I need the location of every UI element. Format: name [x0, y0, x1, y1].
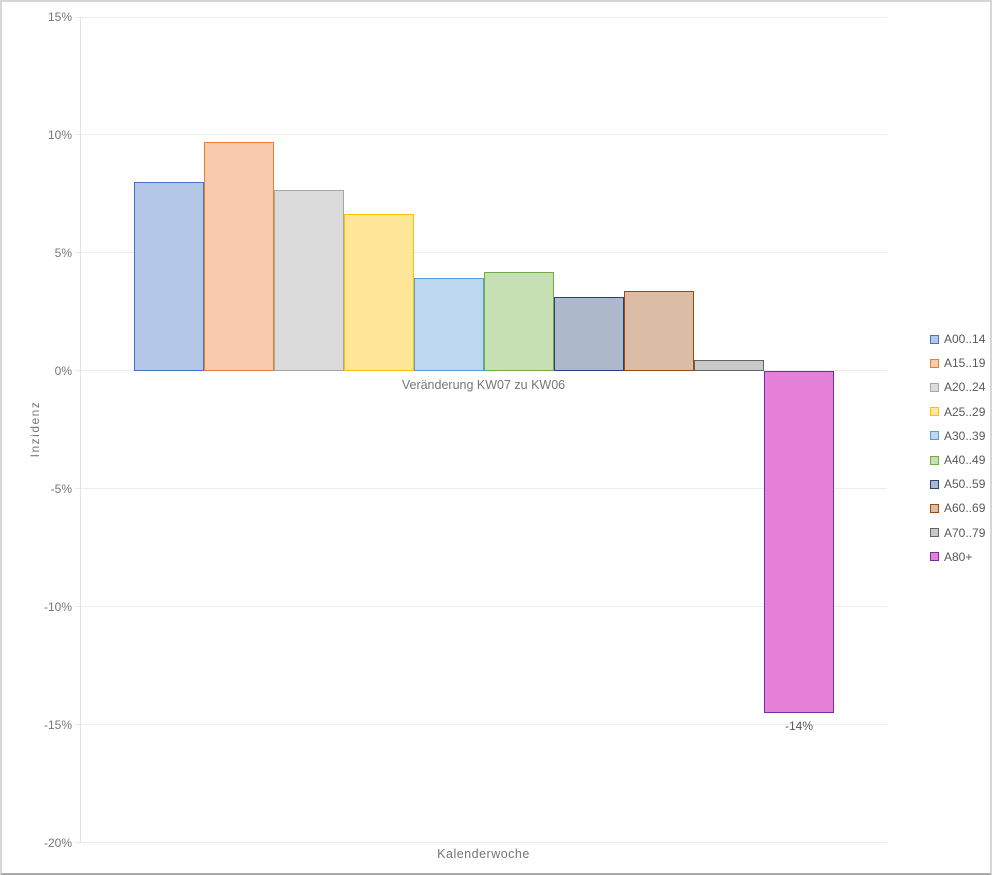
legend-item-a20-24[interactable]: A20..24 [930, 375, 985, 399]
y-tick-label: -20% [43, 835, 72, 850]
legend-swatch-icon [930, 455, 939, 465]
chart-title: Veränderung KW07 zu KW06 [401, 378, 566, 392]
legend-item-label: A40..49 [944, 453, 986, 468]
bar-a30-39[interactable] [414, 277, 484, 371]
legend-item-a40-49[interactable]: A40..49 [930, 448, 985, 472]
legend-swatch-icon [930, 382, 939, 392]
legend-swatch-icon [930, 358, 939, 368]
bar-a15-19[interactable] [204, 142, 274, 371]
legend-item-label: A60..69 [944, 501, 986, 516]
legend-item-a30-39[interactable]: A30..39 [930, 424, 985, 448]
legend-item-a50-59[interactable]: A50..59 [930, 472, 985, 496]
gridline-10% [75, 134, 887, 136]
y-axis-line [80, 17, 81, 843]
bar-a25-29[interactable] [344, 213, 414, 371]
y-tick-label: -10% [43, 599, 72, 614]
y-tick-label: 5% [54, 245, 72, 260]
gridline--10% [75, 606, 887, 608]
y-axis-title: Inzidenz [28, 400, 42, 458]
bar-a00-14[interactable] [134, 182, 204, 371]
legend-item-a25-29[interactable]: A25..29 [930, 400, 985, 424]
legend-item-label: A25..29 [944, 404, 986, 419]
y-tick-label: -15% [43, 717, 72, 732]
bar-a60-69[interactable] [624, 290, 694, 371]
legend-item-a80plus[interactable]: A80+ [930, 545, 985, 569]
legend-swatch-icon [930, 334, 939, 344]
legend-swatch-icon [930, 407, 939, 417]
legend-swatch-icon [930, 479, 939, 489]
legend-item-label: A30..39 [944, 428, 986, 443]
bar-a40-49[interactable] [484, 271, 554, 371]
gridline--20% [75, 842, 887, 844]
gridline--15% [75, 724, 887, 726]
legend-item-a60-69[interactable]: A60..69 [930, 496, 985, 520]
legend-swatch-icon [930, 528, 939, 538]
legend-item-a00-14[interactable]: A00..14 [930, 327, 985, 351]
legend-swatch-icon [930, 431, 939, 441]
y-tick-label: 0% [54, 363, 72, 378]
legend: A00..14 A15..19 A20..24 A25..29 A30..39 A40..… [930, 327, 985, 569]
gridline--5% [75, 488, 887, 490]
x-axis-title: Kalenderwoche [437, 847, 530, 861]
data-label-a80plus: -14% [784, 718, 813, 733]
gridline-15% [75, 16, 887, 18]
legend-item-label: A70..79 [944, 525, 986, 540]
bar-a80plus[interactable] [764, 370, 834, 713]
legend-item-a15-19[interactable]: A15..19 [930, 351, 985, 375]
legend-item-a70-79[interactable]: A70..79 [930, 521, 985, 545]
legend-item-label: A00..14 [944, 332, 986, 347]
gridline-0% [75, 370, 887, 372]
y-tick-label: -5% [50, 481, 72, 496]
legend-item-label: A20..24 [944, 380, 986, 395]
legend-item-label: A15..19 [944, 356, 986, 371]
bar-a70-79[interactable] [694, 360, 764, 371]
y-tick-label: 15% [47, 10, 72, 24]
legend-swatch-icon [930, 552, 939, 562]
legend-item-label: A50..59 [944, 477, 986, 492]
y-tick-label: 10% [47, 127, 72, 142]
legend-item-label: A80+ [944, 549, 973, 564]
legend-swatch-icon [930, 503, 939, 513]
bar-a20-24[interactable] [274, 190, 344, 371]
bar-a50-59[interactable] [554, 296, 624, 371]
gridline-5% [75, 252, 887, 254]
